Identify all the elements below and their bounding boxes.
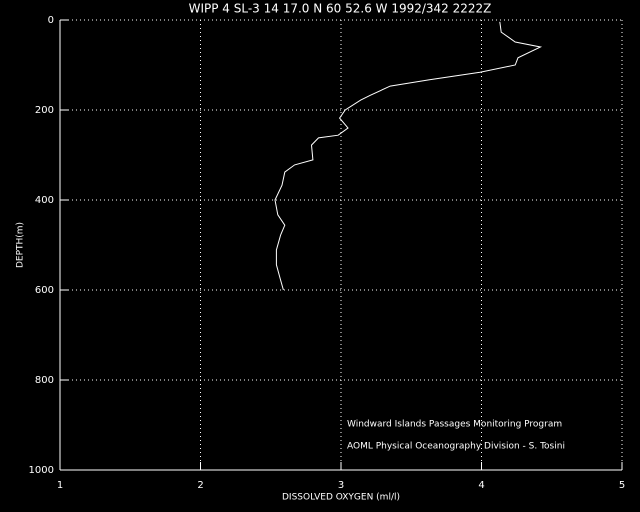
y-tick-label: 200 [35, 105, 54, 116]
y-tick-label: 400 [35, 195, 54, 206]
y-tick-label: 800 [35, 375, 54, 386]
x-tick-label: 5 [619, 480, 625, 491]
x-tick-label: 4 [478, 480, 484, 491]
x-tick-label: 1 [57, 480, 63, 491]
chart-title: WIPP 4 SL-3 14 17.0 N 60 52.6 W 1992/342… [189, 2, 492, 16]
annotation: AOML Physical Oceanography Division - S.… [347, 442, 565, 452]
x-tick-label: 3 [338, 480, 344, 491]
profile-line [274, 21, 543, 291]
y-axis-label: DEPTH(m) [16, 222, 26, 268]
y-tick-label: 600 [35, 285, 54, 296]
y-tick-label: 0 [48, 15, 54, 26]
x-axis-label: DISSOLVED OXYGEN (ml/l) [282, 493, 400, 503]
annotation: Windward Islands Passages Monitoring Pro… [347, 420, 562, 430]
y-tick-label: 1000 [29, 465, 54, 476]
x-tick-label: 2 [197, 480, 203, 491]
